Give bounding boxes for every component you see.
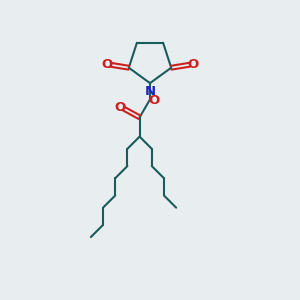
Text: O: O bbox=[148, 94, 160, 106]
Text: N: N bbox=[144, 85, 156, 98]
Text: O: O bbox=[101, 58, 112, 71]
Text: O: O bbox=[114, 101, 125, 114]
Text: O: O bbox=[188, 58, 199, 71]
